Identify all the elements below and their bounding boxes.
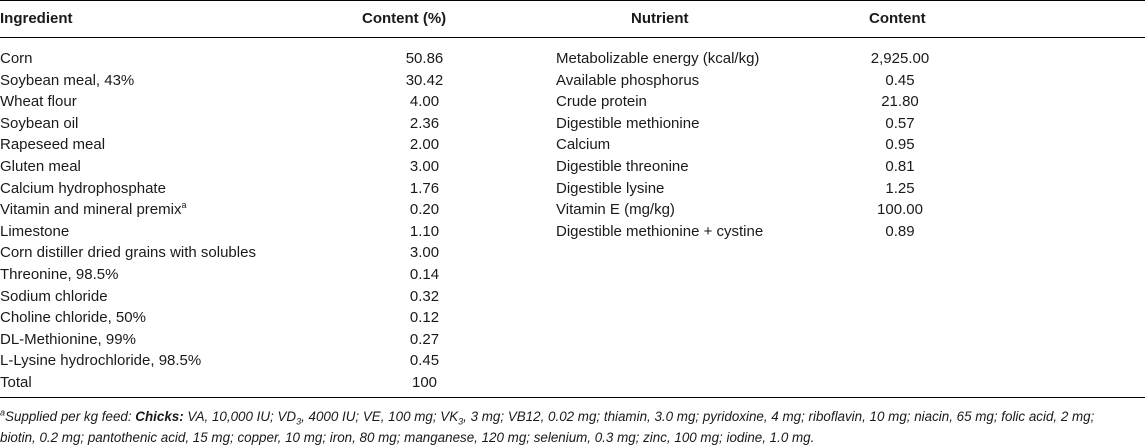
- ingredient-content-value: 1.76: [366, 178, 483, 200]
- nutrient-content-value: 0.45: [810, 70, 990, 92]
- nutrient-name: Digestible methionine: [556, 113, 699, 135]
- ingredient-name: Vitamin and mineral premixa: [0, 199, 186, 221]
- top-rule: [0, 0, 1145, 1]
- nutrient-name: Calcium: [556, 134, 610, 156]
- nutrient-name: Metabolizable energy (kcal/kg): [556, 48, 759, 70]
- ingredient-content-value: 1.10: [366, 221, 483, 243]
- ingredient-content-value: 3.00: [366, 156, 483, 178]
- ingredient-content-value: 0.32: [366, 286, 483, 308]
- ingredient-content-value: 0.27: [366, 329, 483, 351]
- nutrient-name: Digestible threonine: [556, 156, 689, 178]
- ingredient-name: Limestone: [0, 221, 69, 243]
- nutrient-name: Digestible methionine + cystine: [556, 221, 763, 243]
- ingredient-name: Gluten meal: [0, 156, 81, 178]
- ingredient-content-value: 50.86: [366, 48, 483, 70]
- ingredient-name: Soybean oil: [0, 113, 78, 135]
- header-rule: [0, 37, 1145, 38]
- ingredient-content-value: 30.42: [366, 70, 483, 92]
- nutrient-name: Crude protein: [556, 91, 647, 113]
- footnote-ref-marker: a: [181, 200, 186, 210]
- ingredient-content-value: 0.12: [366, 307, 483, 329]
- ingredient-content-value: 3.00: [366, 242, 483, 264]
- header-content-pct: Content (%): [362, 8, 446, 30]
- ingredient-content-value: 4.00: [366, 91, 483, 113]
- ingredient-name: Calcium hydrophosphate: [0, 178, 166, 200]
- ingredient-name: Total: [0, 372, 32, 394]
- ingredient-name: Sodium chloride: [0, 286, 108, 308]
- ingredient-name: Threonine, 98.5%: [0, 264, 118, 286]
- ingredient-name: Choline chloride, 50%: [0, 307, 146, 329]
- ingredient-name-text: Vitamin and mineral premix: [0, 201, 181, 218]
- header-ingredient: Ingredient: [0, 8, 73, 30]
- nutrient-name: Vitamin E (mg/kg): [556, 199, 675, 221]
- ingredient-name: DL-Methionine, 99%: [0, 329, 136, 351]
- ingredient-name: Corn: [0, 48, 33, 70]
- ingredient-content-value: 0.45: [366, 350, 483, 372]
- ingredient-name: Wheat flour: [0, 91, 77, 113]
- nutrient-content-value: 1.25: [810, 178, 990, 200]
- footnote-chicks-label: Chicks:: [135, 409, 183, 424]
- ingredient-name: Corn distiller dried grains with soluble…: [0, 242, 256, 264]
- nutrient-name: Available phosphorus: [556, 70, 699, 92]
- footnote-line-1: aSupplied per kg feed: Chicks: VA, 10,00…: [0, 407, 1140, 428]
- ingredient-content-value: 100: [366, 372, 483, 394]
- nutrient-content-value: 21.80: [810, 91, 990, 113]
- ingredient-content-value: 0.20: [366, 199, 483, 221]
- bottom-rule: [0, 397, 1145, 398]
- ingredient-name: Soybean meal, 43%: [0, 70, 134, 92]
- nutrient-content-value: 0.95: [810, 134, 990, 156]
- ingredient-content-value: 2.36: [366, 113, 483, 135]
- nutrient-content-value: 0.81: [810, 156, 990, 178]
- ingredient-content-value: 2.00: [366, 134, 483, 156]
- ingredient-name: Rapeseed meal: [0, 134, 105, 156]
- nutrient-name: Digestible lysine: [556, 178, 664, 200]
- ingredient-name: L-Lysine hydrochloride, 98.5%: [0, 350, 201, 372]
- nutrient-content-value: 2,925.00: [810, 48, 990, 70]
- header-content: Content: [869, 8, 926, 30]
- nutrient-content-value: 100.00: [810, 199, 990, 221]
- table-footnote: aSupplied per kg feed: Chicks: VA, 10,00…: [0, 407, 1140, 448]
- nutrient-content-value: 0.89: [810, 221, 990, 243]
- header-nutrient: Nutrient: [631, 8, 689, 30]
- ingredient-content-value: 0.14: [366, 264, 483, 286]
- nutrient-content-value: 0.57: [810, 113, 990, 135]
